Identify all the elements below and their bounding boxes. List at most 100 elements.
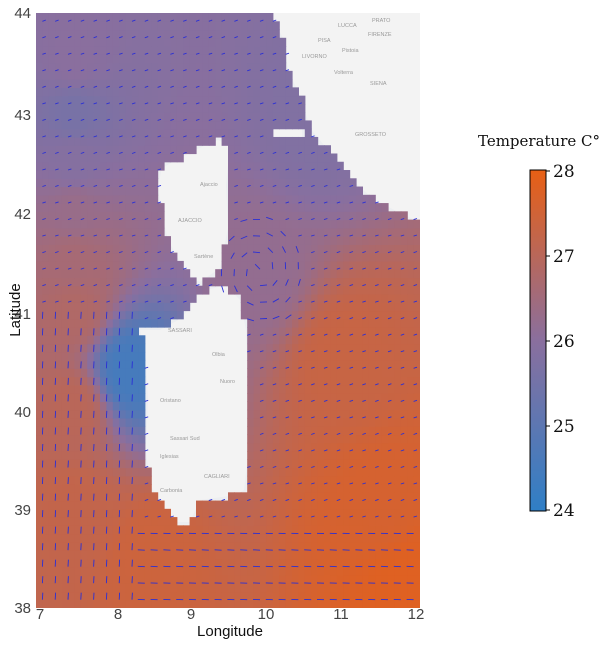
temperature-cell [394, 484, 402, 493]
temperature-cell [368, 310, 376, 320]
temperature-cell [400, 318, 408, 328]
temperature-cell [157, 37, 165, 47]
temperature-cell [253, 87, 261, 97]
current-vector [170, 85, 174, 88]
temperature-cell [336, 178, 344, 188]
temperature-cell [304, 170, 312, 179]
temperature-cell [388, 219, 395, 229]
temperature-cell [48, 426, 56, 436]
temperature-cell [132, 37, 139, 47]
temperature-cell [48, 293, 56, 303]
temperature-cell [407, 260, 415, 270]
current-vector [387, 482, 392, 485]
temperature-cell [132, 46, 139, 55]
temperature-cell [138, 203, 146, 212]
temperature-cell [247, 87, 255, 97]
temperature-cell [42, 484, 50, 493]
temperature-cell [240, 103, 248, 113]
current-vector [259, 449, 264, 452]
temperature-cell [93, 79, 101, 88]
temperature-cell [138, 21, 146, 31]
temperature-cell [125, 550, 133, 560]
temperature-cell [292, 153, 299, 163]
temperature-cell [304, 186, 312, 196]
temperature-cell [368, 343, 376, 353]
temperature-cell [330, 492, 338, 502]
temperature-cell [119, 62, 127, 72]
temperature-cell [330, 310, 338, 320]
current-vector [285, 296, 291, 303]
temperature-cell [119, 252, 127, 262]
temperature-cell [324, 236, 331, 245]
temperature-cell [138, 558, 146, 568]
current-vector [362, 515, 366, 518]
temperature-cell [272, 574, 280, 584]
temperature-cell [394, 475, 402, 485]
temperature-cell [279, 236, 287, 245]
temperature-cell [349, 203, 357, 212]
temperature-cell [100, 29, 107, 39]
temperature-cell [87, 517, 95, 526]
temperature-cell [138, 170, 146, 179]
temperature-cell [304, 525, 312, 535]
temperature-cell [202, 87, 210, 97]
temperature-cell [106, 37, 114, 47]
temperature-cell [48, 302, 56, 312]
current-vector [336, 168, 341, 171]
temperature-cell [55, 227, 63, 237]
temperature-cell [304, 219, 312, 229]
temperature-cell [381, 426, 389, 436]
temperature-cell [266, 293, 274, 303]
temperature-cell [400, 368, 408, 378]
temperature-cell [362, 401, 370, 411]
temperature-cell [183, 583, 191, 593]
current-vector [234, 184, 238, 187]
current-vector [183, 118, 187, 121]
temperature-cell [74, 252, 82, 262]
temperature-cell [234, 112, 242, 122]
temperature-cell [292, 591, 299, 601]
current-vector [272, 184, 277, 187]
temperature-cell [221, 260, 229, 270]
temperature-cell [375, 525, 383, 535]
temperature-cell [375, 302, 383, 312]
temperature-cell [170, 120, 178, 130]
temperature-cell [208, 87, 216, 97]
temperature-cell [36, 236, 43, 245]
current-vector [272, 36, 277, 39]
temperature-cell [272, 269, 280, 279]
current-vector [336, 350, 341, 353]
temperature-cell [349, 492, 357, 502]
temperature-cell [125, 434, 133, 444]
current-vector [119, 168, 123, 171]
temperature-cell [272, 103, 280, 113]
temperature-cell [247, 343, 255, 353]
temperature-cell [279, 269, 287, 279]
temperature-cell [311, 227, 319, 237]
temperature-cell [93, 492, 101, 502]
temperature-cell [106, 136, 114, 146]
temperature-cell [138, 302, 146, 312]
temperature-cell [87, 343, 95, 353]
temperature-cell [202, 46, 210, 55]
temperature-cell [80, 62, 88, 72]
current-vector [157, 267, 162, 270]
temperature-cell [298, 434, 306, 444]
temperature-cell [42, 401, 50, 411]
temperature-cell [324, 484, 331, 493]
temperature-cell [42, 318, 50, 328]
temperature-cell [381, 591, 389, 601]
temperature-cell [100, 327, 107, 336]
temperature-cell [42, 203, 50, 212]
temperature-cell [87, 566, 95, 576]
temperature-cell [221, 244, 229, 254]
temperature-cell [196, 79, 203, 88]
temperature-cell [48, 467, 56, 477]
temperature-cell [311, 401, 319, 411]
temperature-cell [272, 417, 280, 427]
temperature-cell [311, 310, 319, 320]
temperature-cell [202, 541, 210, 551]
temperature-cell [240, 583, 248, 593]
temperature-cell [100, 145, 107, 155]
temperature-cell [260, 327, 267, 336]
